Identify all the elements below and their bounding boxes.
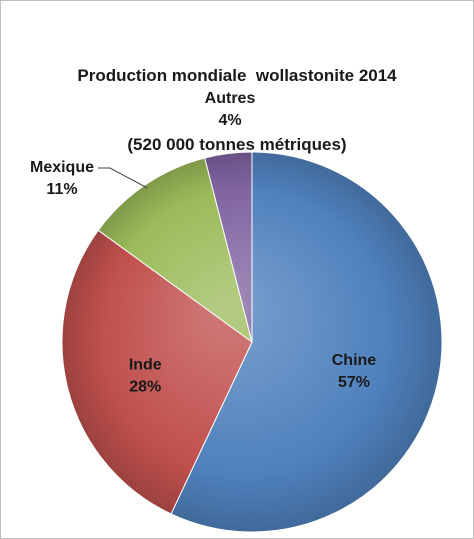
slice-percent-chine: 57% xyxy=(338,374,370,391)
pie-slice-mexique xyxy=(97,157,253,344)
pie-slice-autres xyxy=(204,151,253,343)
chart-title-line-1: Production mondiale wollastonite 2014 xyxy=(77,66,397,85)
chart-title-line-2: (520 000 tonnes métriques) xyxy=(127,135,347,154)
slice-name-inde: Inde xyxy=(129,356,162,373)
leader-line-mexique xyxy=(98,167,148,189)
slice-name-mexique: Mexique xyxy=(30,159,94,176)
slice-percent-autres: 4% xyxy=(218,112,241,129)
slice-name-autres: Autres xyxy=(205,90,256,107)
slice-name-chine: Chine xyxy=(332,352,377,369)
chart-title: Production mondiale wollastonite 2014 (5… xyxy=(0,18,474,179)
slice-percent-mexique: 11% xyxy=(46,181,77,198)
slice-percent-inde: 28% xyxy=(129,378,161,395)
pie-slice-inde xyxy=(61,229,253,515)
pie-slice-chine xyxy=(170,151,443,533)
